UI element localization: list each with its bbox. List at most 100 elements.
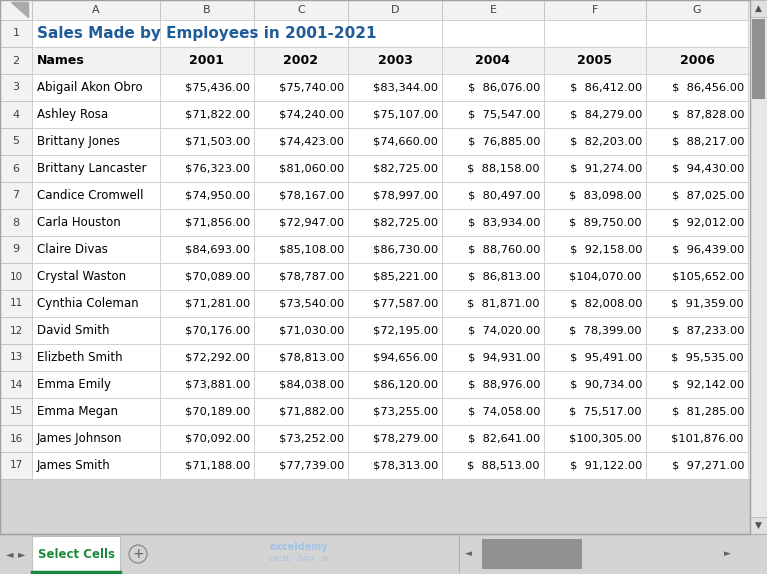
Text: $72,947.00: $72,947.00 (279, 218, 344, 227)
Bar (160, 371, 254, 398)
Bar (646, 20, 748, 47)
Bar (348, 209, 442, 236)
Text: Sales Made by Employees in 2001-2021: Sales Made by Employees in 2001-2021 (37, 26, 377, 41)
Bar (254, 0, 348, 20)
Bar (442, 0, 544, 20)
Text: $74,660.00: $74,660.00 (373, 137, 438, 146)
Text: $71,281.00: $71,281.00 (185, 298, 250, 308)
Bar (646, 47, 748, 74)
Bar (32, 0, 160, 20)
Text: 7: 7 (12, 191, 20, 200)
Bar (482, 539, 582, 569)
Bar (750, 517, 767, 534)
Bar (646, 263, 748, 290)
Text: 15: 15 (9, 406, 22, 417)
Text: Carla Houston: Carla Houston (37, 216, 120, 229)
Text: $82,725.00: $82,725.00 (373, 164, 438, 173)
Text: $  96,439.00: $ 96,439.00 (672, 245, 744, 254)
Polygon shape (12, 2, 28, 17)
Bar (544, 398, 646, 425)
Bar (0, 452, 32, 479)
Bar (544, 209, 646, 236)
Bar (160, 128, 254, 155)
Bar (32, 74, 160, 101)
Text: Claire Divas: Claire Divas (37, 243, 108, 256)
Bar (646, 128, 748, 155)
Text: $82,725.00: $82,725.00 (373, 218, 438, 227)
Bar (0, 101, 32, 128)
Text: 14: 14 (9, 379, 22, 390)
Text: D: D (390, 5, 400, 15)
Text: $  95,535.00: $ 95,535.00 (671, 352, 744, 363)
Text: Select Cells: Select Cells (38, 548, 114, 560)
Bar (348, 290, 442, 317)
Text: $84,038.00: $84,038.00 (278, 379, 344, 390)
Bar (544, 0, 646, 20)
Bar (254, 344, 348, 371)
Text: $  74,058.00: $ 74,058.00 (468, 406, 540, 417)
Text: $104,070.00: $104,070.00 (570, 272, 642, 281)
Text: $75,107.00: $75,107.00 (373, 110, 438, 119)
Text: $  91,122.00: $ 91,122.00 (570, 460, 642, 471)
Text: $72,292.00: $72,292.00 (185, 352, 250, 363)
Bar (348, 452, 442, 479)
Bar (254, 263, 348, 290)
Text: ◄: ◄ (465, 549, 472, 559)
Text: $73,252.00: $73,252.00 (279, 433, 344, 444)
Text: 13: 13 (9, 352, 22, 363)
Bar (0, 0, 750, 479)
Bar (544, 128, 646, 155)
Text: $  89,750.00: $ 89,750.00 (569, 218, 642, 227)
Bar (254, 74, 348, 101)
Bar (32, 128, 160, 155)
Text: $70,176.00: $70,176.00 (185, 325, 250, 335)
Bar (32, 452, 160, 479)
Text: $  76,885.00: $ 76,885.00 (468, 137, 540, 146)
Bar (646, 101, 748, 128)
Text: $  81,285.00: $ 81,285.00 (671, 406, 744, 417)
Bar (160, 101, 254, 128)
Text: Brittany Lancaster: Brittany Lancaster (37, 162, 146, 175)
Text: $75,436.00: $75,436.00 (185, 83, 250, 92)
Bar (442, 263, 544, 290)
Bar (32, 236, 160, 263)
Text: E: E (489, 5, 496, 15)
Bar (0, 47, 32, 74)
Text: $  75,547.00: $ 75,547.00 (468, 110, 540, 119)
Bar (160, 263, 254, 290)
Bar (348, 236, 442, 263)
Bar (160, 0, 254, 20)
Bar (544, 317, 646, 344)
Text: $  84,279.00: $ 84,279.00 (570, 110, 642, 119)
Text: $  92,158.00: $ 92,158.00 (570, 245, 642, 254)
Bar (646, 398, 748, 425)
Bar (348, 344, 442, 371)
Text: $78,787.00: $78,787.00 (278, 272, 344, 281)
Text: $  80,497.00: $ 80,497.00 (468, 191, 540, 200)
Text: 2004: 2004 (476, 54, 511, 67)
Text: $86,120.00: $86,120.00 (373, 379, 438, 390)
Text: exceldemy: exceldemy (270, 542, 328, 552)
Text: Ashley Rosa: Ashley Rosa (37, 108, 108, 121)
Text: $86,730.00: $86,730.00 (373, 245, 438, 254)
Text: 6: 6 (12, 164, 19, 173)
Text: $  86,813.00: $ 86,813.00 (468, 272, 540, 281)
Text: ◄: ◄ (6, 549, 14, 559)
Bar (348, 47, 442, 74)
Bar (160, 47, 254, 74)
Text: James Smith: James Smith (37, 459, 110, 472)
Bar (0, 128, 32, 155)
Bar (442, 182, 544, 209)
Bar (442, 20, 544, 47)
Text: 12: 12 (9, 325, 22, 335)
Bar (0, 398, 32, 425)
Text: Names: Names (37, 54, 84, 67)
Text: 11: 11 (9, 298, 22, 308)
Bar (254, 290, 348, 317)
Text: $73,255.00: $73,255.00 (373, 406, 438, 417)
Text: $77,739.00: $77,739.00 (278, 460, 344, 471)
Text: $76,323.00: $76,323.00 (185, 164, 250, 173)
Bar (0, 371, 32, 398)
Bar (32, 155, 160, 182)
Bar (646, 74, 748, 101)
